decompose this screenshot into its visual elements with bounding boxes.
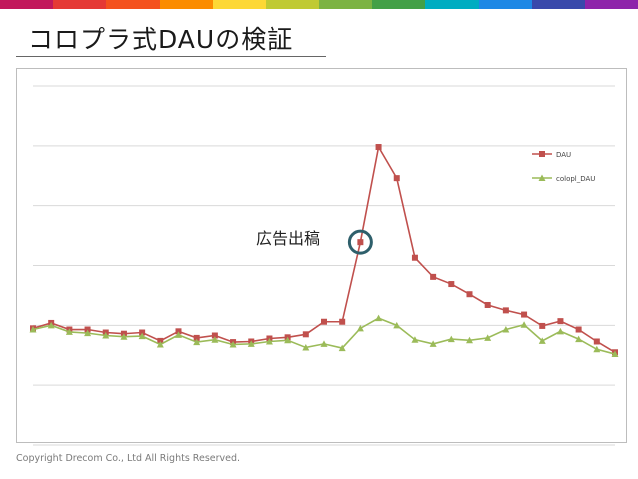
data-point (430, 273, 437, 280)
data-point (138, 332, 146, 340)
data-point (411, 254, 418, 261)
data-point (575, 335, 583, 343)
copyright-text: Copyright Drecom Co., Ltd All Rights Res… (16, 453, 241, 464)
data-point (466, 336, 473, 344)
stripe-segment (319, 0, 373, 9)
data-point (448, 281, 455, 288)
data-point (29, 326, 37, 333)
data-point (321, 318, 327, 325)
legend-marker (539, 151, 545, 157)
legend-label: DAU (556, 151, 571, 159)
stripe-segment (0, 0, 54, 9)
legend-marker (538, 174, 546, 181)
data-point (520, 321, 528, 328)
data-point (356, 324, 364, 332)
data-point (47, 321, 55, 329)
stripe-segment (425, 0, 479, 9)
data-point (338, 344, 346, 352)
data-point (557, 318, 564, 325)
data-point (447, 335, 455, 343)
data-point (393, 321, 401, 329)
data-point (375, 144, 382, 151)
data-point (211, 332, 218, 339)
data-point (157, 337, 164, 344)
data-point (393, 175, 400, 182)
annotation-ring (347, 229, 373, 255)
data-point (538, 337, 546, 344)
data-point (193, 334, 200, 341)
data-point (175, 328, 182, 335)
data-point (156, 340, 164, 348)
data-point (284, 336, 292, 344)
stripe-segment (531, 0, 585, 9)
data-point (375, 314, 383, 322)
stripe-segment (265, 0, 320, 9)
stripe-segment (159, 0, 213, 9)
chart-area (16, 68, 627, 443)
data-point (357, 239, 364, 246)
color-stripe (0, 0, 638, 9)
stripe-segment (106, 0, 160, 9)
slide-title: コロプラ式DAUの検証 (28, 25, 294, 54)
data-point (302, 331, 309, 338)
data-point (339, 318, 346, 325)
stripe-segment (53, 0, 107, 9)
data-point (466, 291, 473, 298)
data-point (484, 301, 491, 308)
data-point (247, 340, 255, 347)
legend-label: colopl_DAU (556, 175, 595, 183)
data-point (575, 326, 582, 333)
data-point (429, 340, 437, 347)
data-point (611, 350, 619, 358)
data-point (265, 337, 273, 345)
data-point (521, 311, 528, 318)
stripe-segment (478, 0, 532, 9)
ad-placement-label: 広告出稿 (256, 229, 321, 248)
data-point (484, 334, 492, 341)
title-underline (16, 56, 326, 57)
data-point (411, 336, 419, 343)
data-point (556, 327, 564, 335)
data-point (320, 340, 328, 347)
data-point (593, 338, 600, 345)
data-point (84, 326, 91, 333)
data-point (175, 331, 182, 338)
data-point (229, 340, 237, 348)
data-point (302, 343, 310, 351)
data-point (84, 329, 92, 337)
data-point (593, 345, 601, 353)
data-point (502, 326, 510, 333)
data-point (211, 336, 219, 343)
stripe-segment (212, 0, 266, 9)
data-point (65, 328, 73, 335)
data-point (193, 338, 201, 346)
data-point (120, 333, 128, 340)
data-point (139, 329, 146, 336)
data-point (502, 307, 509, 314)
data-point (102, 332, 110, 339)
data-point (539, 322, 546, 329)
stripe-segment (584, 0, 638, 9)
stripe-segment (372, 0, 426, 9)
